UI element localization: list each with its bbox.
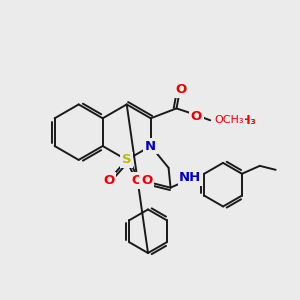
Text: N: N bbox=[145, 140, 156, 152]
Text: O: O bbox=[131, 174, 142, 187]
Text: O: O bbox=[191, 110, 202, 123]
Text: O: O bbox=[103, 174, 115, 187]
Text: O: O bbox=[141, 174, 152, 187]
Text: O: O bbox=[176, 83, 187, 96]
Text: NH: NH bbox=[179, 171, 202, 184]
Text: OCH₃: OCH₃ bbox=[214, 115, 244, 125]
Text: OCH₃: OCH₃ bbox=[222, 114, 256, 127]
Text: S: S bbox=[122, 153, 131, 167]
